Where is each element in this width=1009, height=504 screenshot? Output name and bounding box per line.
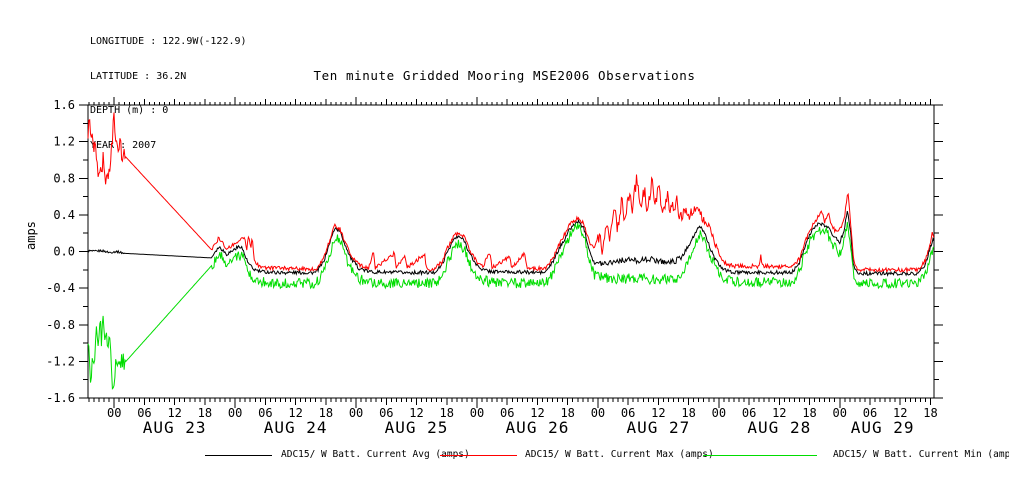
legend-label-max: ADC15/ W Batt. Current Max (amps) — [525, 449, 714, 460]
y-tick-label: 1.6 — [53, 98, 75, 112]
x-day-label: AUG 28 — [747, 418, 811, 437]
x-day-label: AUG 26 — [506, 418, 570, 437]
x-hour-label: 06 — [258, 406, 272, 420]
x-hour-label: 00 — [833, 406, 847, 420]
metadata-longitude: LONGITUDE : 122.9W(-122.9) — [90, 36, 247, 47]
legend: ADC15/ W Batt. Current Avg (amps) ADC15/… — [0, 448, 1009, 464]
x-hour-label: 00 — [712, 406, 726, 420]
x-hour-label: 06 — [621, 406, 635, 420]
legend-line-min-icon — [703, 455, 817, 456]
x-hour-label: 06 — [500, 406, 514, 420]
series-min — [87, 221, 935, 390]
y-tick-label: -1.6 — [46, 391, 75, 405]
metadata-year: YEAR : 2007 — [90, 139, 157, 151]
x-hour-label: 12 — [167, 406, 181, 420]
x-hour-label: 18 — [560, 406, 574, 420]
x-hour-label: 18 — [198, 406, 212, 420]
x-day-label: AUG 25 — [385, 418, 449, 437]
series-max — [87, 112, 935, 274]
y-tick-label: 0.8 — [53, 171, 75, 185]
series-avg — [87, 210, 935, 277]
x-day-label: AUG 29 — [851, 418, 915, 437]
legend-line-max-icon — [440, 455, 517, 456]
series-lines — [87, 112, 935, 390]
x-hour-label: 12 — [893, 406, 907, 420]
x-hour-label: 18 — [681, 406, 695, 420]
x-hour-label: 12 — [530, 406, 544, 420]
x-hour-label: 18 — [440, 406, 454, 420]
x-hour-label: 06 — [379, 406, 393, 420]
legend-label-avg: ADC15/ W Batt. Current Avg (amps) — [281, 449, 470, 460]
x-hour-label: 00 — [470, 406, 484, 420]
metadata-block: LONGITUDE : 122.9W(-122.9) LATITUDE : 36… — [90, 13, 247, 174]
metadata-latitude: LATITUDE : 36.2N — [90, 70, 187, 82]
x-hour-label: 00 — [107, 406, 121, 420]
x-hour-label: 06 — [742, 406, 756, 420]
x-hour-label: 00 — [591, 406, 605, 420]
x-hour-label: 12 — [409, 406, 423, 420]
chart-title: Ten minute Gridded Mooring MSE2006 Obser… — [313, 68, 696, 83]
x-day-label: AUG 27 — [626, 418, 690, 437]
y-tick-label: -1.2 — [46, 354, 75, 368]
x-hour-label: 12 — [288, 406, 302, 420]
x-hour-label: 12 — [772, 406, 786, 420]
y-tick-label: -0.8 — [46, 318, 75, 332]
y-tick-label: 1.2 — [53, 135, 75, 149]
x-day-label: AUG 24 — [264, 418, 328, 437]
x-hour-label: 12 — [651, 406, 665, 420]
metadata-depth: DEPTH (m) : 0 — [90, 105, 169, 116]
x-hour-label: 18 — [319, 406, 333, 420]
y-tick-label: 0.4 — [53, 208, 75, 222]
y-tick-label: 0.0 — [53, 245, 75, 259]
x-hour-label: 00 — [349, 406, 363, 420]
x-day-label: AUG 23 — [143, 418, 207, 437]
x-hour-label: 18 — [923, 406, 937, 420]
axis-labels: -1.6 -1.2 -0.8 -0.4 0.0 0.4 0.8 1.2 1.6 00 06 12 18 0… — [46, 98, 938, 437]
x-hour-label: 06 — [137, 406, 151, 420]
x-hour-label: 18 — [802, 406, 816, 420]
legend-line-avg-icon — [205, 455, 272, 456]
y-tick-label: -0.4 — [46, 281, 75, 295]
x-hour-label: 00 — [228, 406, 242, 420]
axes — [79, 97, 943, 408]
legend-label-min: ADC15/ W Batt. Current Min (amps) — [833, 449, 1009, 460]
x-hour-label: 06 — [863, 406, 877, 420]
